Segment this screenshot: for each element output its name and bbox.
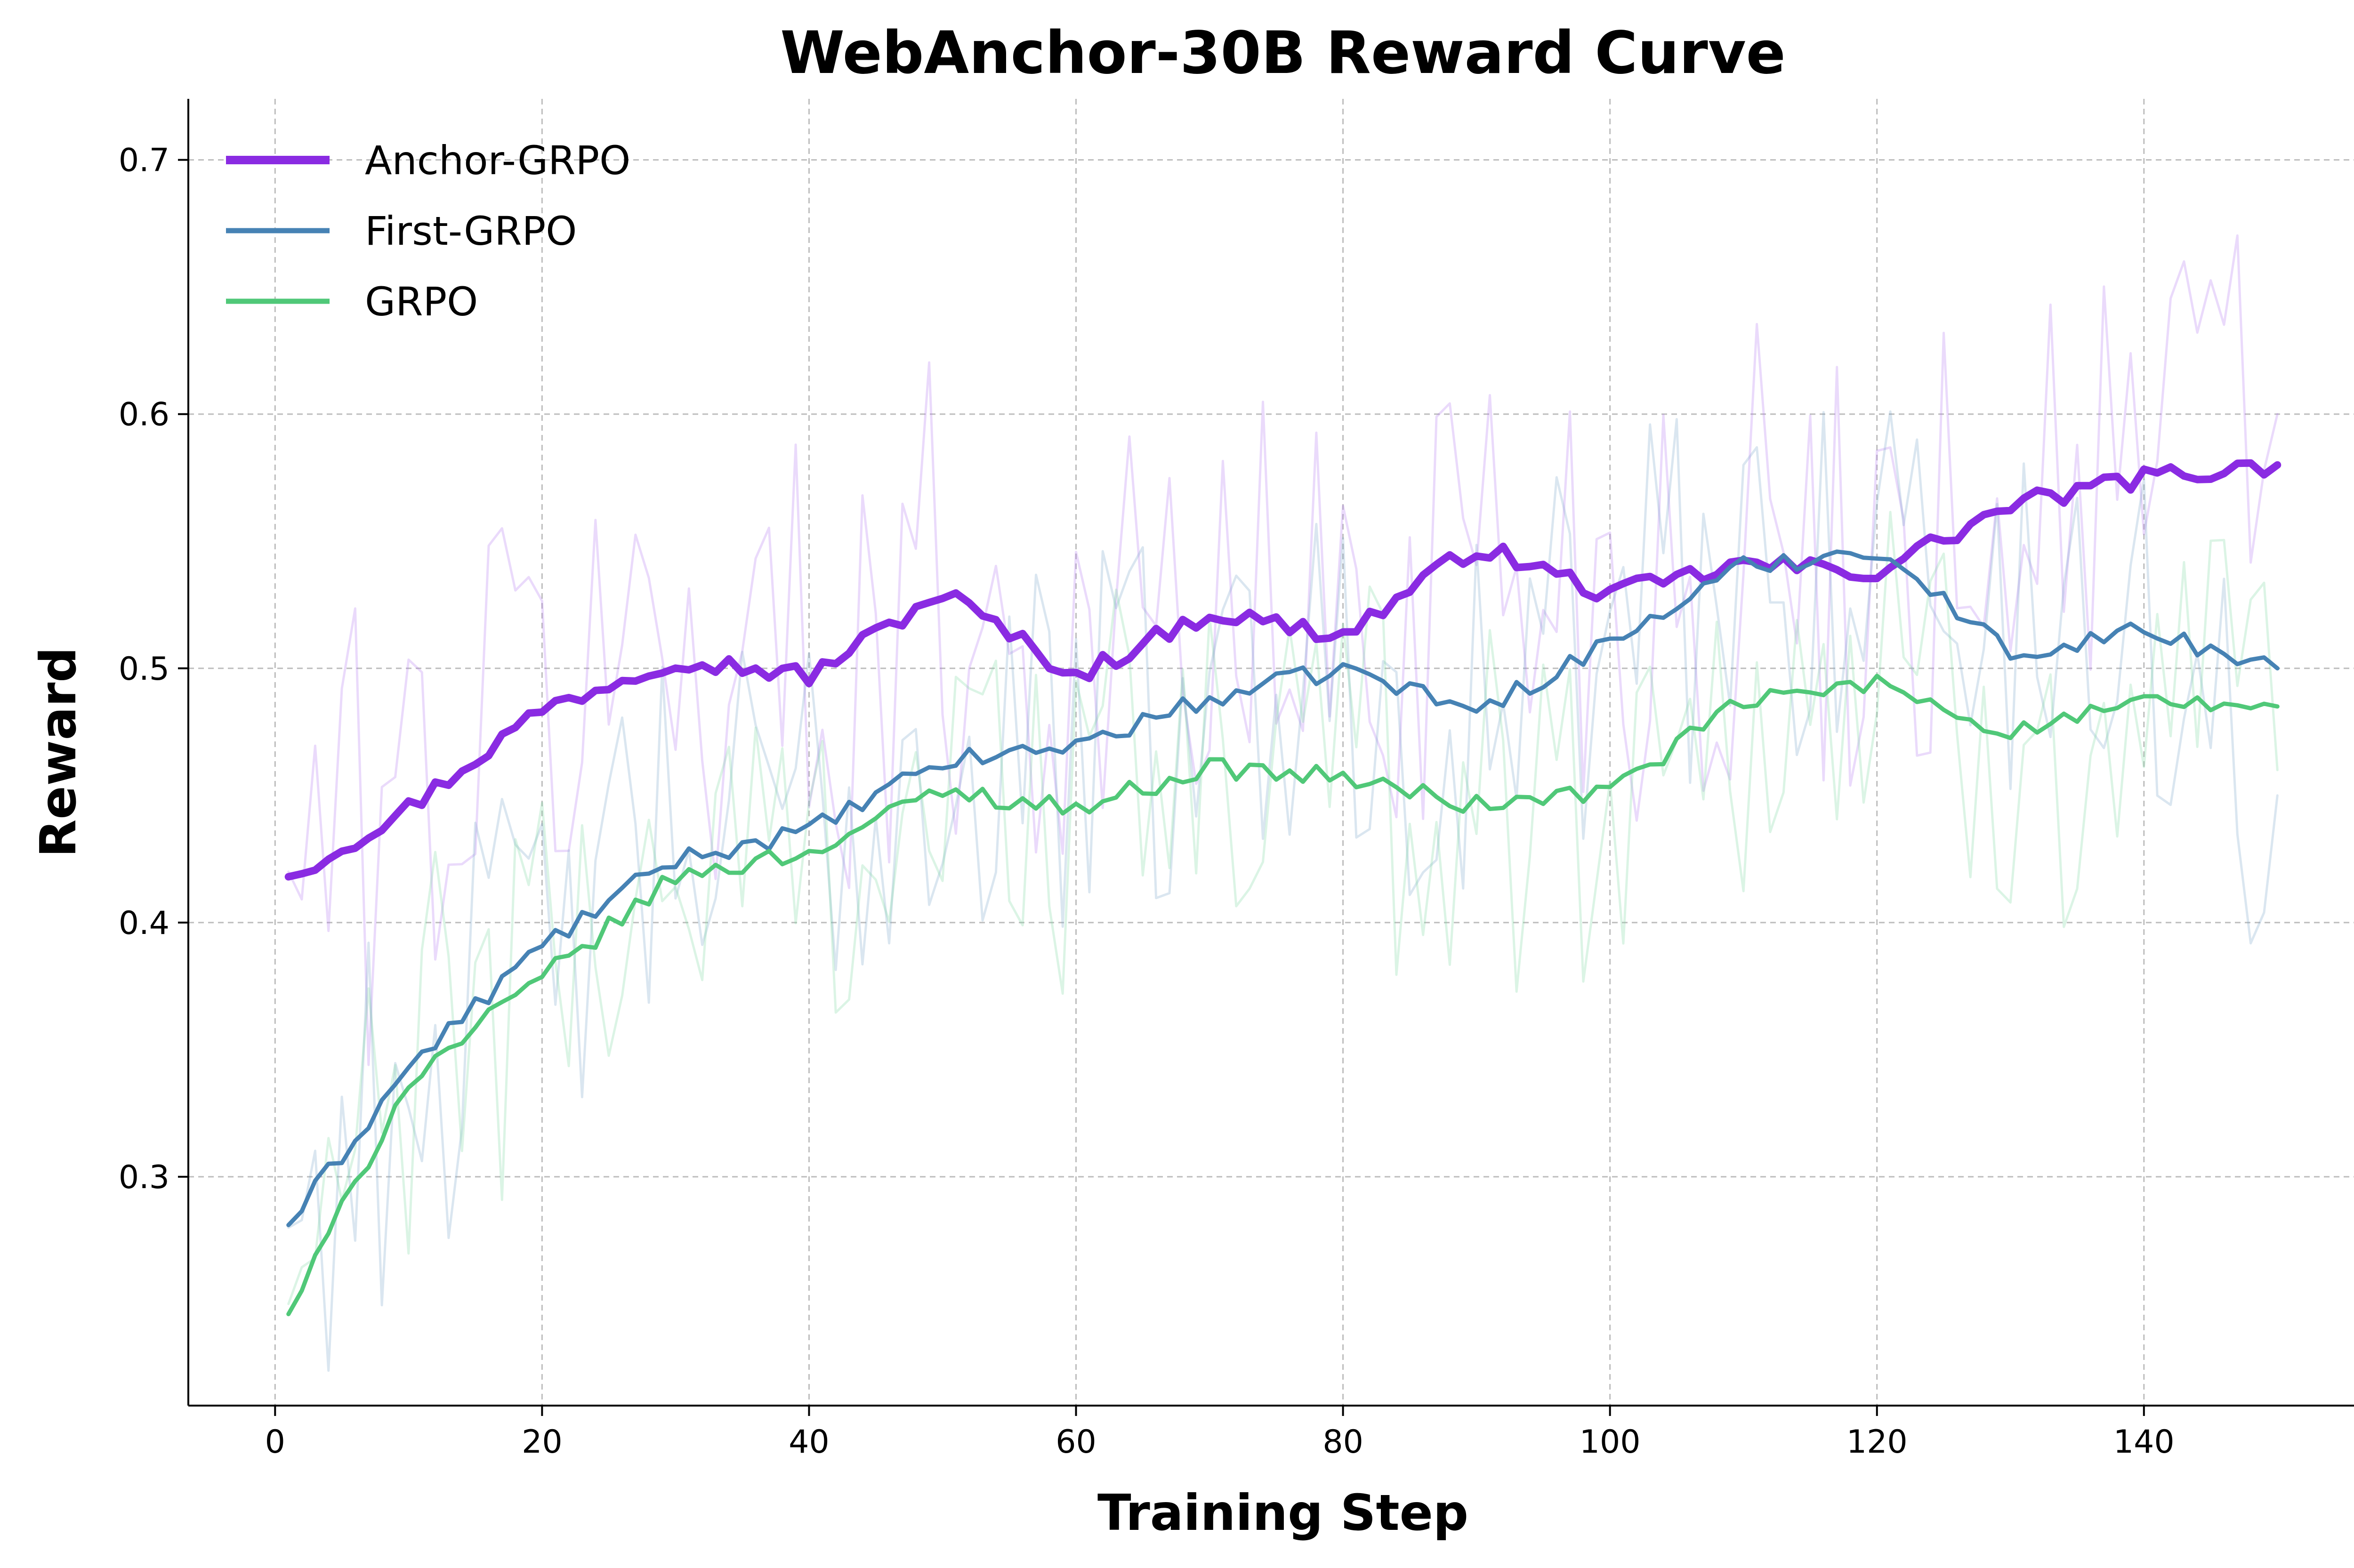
series-line-first-grpo-raw — [287, 410, 2279, 1372]
series-line-grpo-raw — [287, 511, 2279, 1305]
series-line-anchor-grpo-raw — [287, 234, 2279, 1066]
x-tick-label: 60 — [1056, 1423, 1096, 1461]
x-tick-label: 140 — [2113, 1423, 2175, 1461]
y-tick-label: 0.4 — [119, 905, 169, 942]
series-line-grpo — [286, 674, 2280, 1317]
y-tick-label: 0.7 — [119, 142, 169, 179]
x-axis-label: Training Step — [1097, 1484, 1468, 1542]
series-line-first-grpo — [286, 549, 2280, 1227]
axis-ticks: 0 20 40 60 80 100 120 140 0.3 0.4 0.5 0.6 0.7 — [119, 142, 2175, 1461]
smoothed-series-layer — [284, 459, 2281, 1317]
raw-series-layer — [287, 234, 2279, 1372]
x-tick-label: 80 — [1322, 1423, 1363, 1461]
y-axis-label: Reward — [30, 647, 87, 858]
legend-label: Anchor-GRPO — [365, 137, 630, 184]
grid-lines — [188, 99, 2354, 1406]
legend: Anchor-GRPO First-GRPO GRPO — [226, 137, 630, 325]
x-tick-label: 40 — [789, 1423, 830, 1461]
y-tick-label: 0.3 — [119, 1159, 169, 1196]
y-tick-label: 0.5 — [119, 651, 169, 688]
x-tick-label: 0 — [265, 1423, 285, 1461]
x-tick-label: 120 — [1846, 1423, 1908, 1461]
legend-label: GRPO — [365, 279, 478, 325]
chart-title: WebAnchor-30B Reward Curve — [780, 19, 1786, 87]
legend-label: First-GRPO — [365, 208, 577, 254]
y-tick-label: 0.6 — [119, 396, 169, 434]
x-tick-label: 20 — [522, 1423, 563, 1461]
x-tick-label: 100 — [1580, 1423, 1641, 1461]
series-line-anchor-grpo — [284, 459, 2281, 881]
